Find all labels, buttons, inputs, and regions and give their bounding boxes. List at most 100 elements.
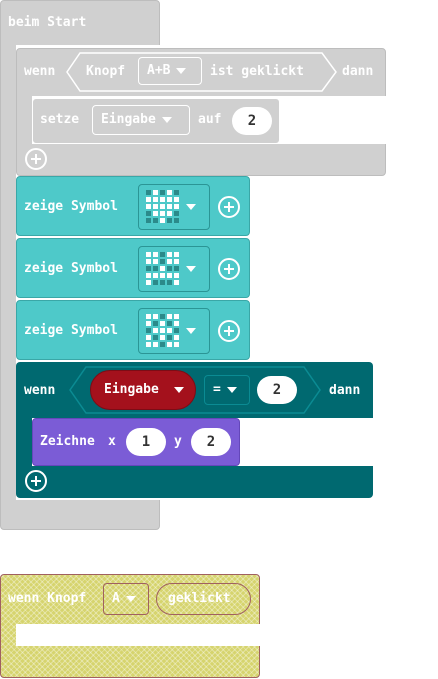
set-label: setze	[40, 112, 80, 127]
plot-x-label: x	[108, 434, 116, 449]
led-pixel	[174, 342, 179, 347]
led-pixel	[153, 328, 158, 333]
if-prefix: wenn	[24, 383, 56, 398]
event-suffix: ist geklickt	[210, 64, 304, 79]
set-variable-dropdown[interactable]: Eingabe	[92, 105, 190, 135]
event-prefix: wenn	[24, 64, 56, 79]
led-pixel	[160, 190, 165, 195]
operator-value: =	[213, 382, 221, 397]
led-pixel	[153, 273, 158, 278]
led-pixel	[153, 342, 158, 347]
compare-value-input[interactable]: 2	[257, 376, 297, 404]
led-pixel	[160, 259, 165, 264]
add-icon[interactable]	[25, 470, 47, 492]
icon-dropdown-2[interactable]	[138, 246, 210, 292]
led-pixel	[146, 335, 151, 340]
led-pixel	[174, 204, 179, 209]
led-pixel	[167, 204, 172, 209]
led-pixel	[153, 190, 158, 195]
led-pixel	[167, 314, 172, 319]
chevron-down-icon	[176, 67, 187, 74]
plot-x-input[interactable]: 1	[126, 428, 166, 456]
led-pixel	[174, 218, 179, 223]
chevron-down-icon	[161, 116, 172, 123]
disabled-button-value: A	[112, 591, 120, 606]
led-pixel	[174, 197, 179, 202]
plot-label: Zeichne	[40, 434, 95, 449]
led-pixel	[174, 328, 179, 333]
led-pixel	[160, 314, 165, 319]
icon-dropdown-3[interactable]	[138, 308, 210, 354]
led-icon-2	[146, 252, 179, 285]
led-pixel	[174, 273, 179, 278]
chevron-down-icon	[186, 266, 196, 272]
led-icon-1	[146, 190, 179, 223]
chevron-down-icon	[125, 595, 136, 602]
led-pixel	[153, 218, 158, 223]
operator-dropdown[interactable]: =	[204, 375, 250, 405]
chevron-down-icon	[174, 387, 184, 393]
set-value-input[interactable]: 2	[232, 107, 272, 135]
add-icon[interactable]	[25, 148, 47, 170]
led-pixel	[167, 342, 172, 347]
show-icon-block-1[interactable]	[16, 176, 250, 236]
led-pixel	[146, 273, 151, 278]
led-pixel	[174, 321, 179, 326]
event-then: dann	[342, 64, 374, 79]
set-variable-value: Eingabe	[101, 112, 156, 127]
led-pixel	[174, 280, 179, 285]
led-pixel	[160, 273, 165, 278]
led-pixel	[146, 280, 151, 285]
button-dropdown-value: A+B	[147, 63, 171, 78]
led-pixel	[153, 204, 158, 209]
show-icon-block-3[interactable]	[16, 300, 250, 360]
led-pixel	[167, 328, 172, 333]
led-pixel	[160, 321, 165, 326]
led-pixel	[167, 266, 172, 271]
led-pixel	[160, 342, 165, 347]
led-pixel	[160, 266, 165, 271]
led-pixel	[160, 252, 165, 257]
add-icon[interactable]	[218, 320, 240, 342]
led-pixel	[174, 314, 179, 319]
icon-dropdown-1[interactable]	[138, 184, 210, 230]
led-pixel	[146, 190, 151, 195]
led-pixel	[167, 280, 172, 285]
led-pixel	[160, 328, 165, 333]
led-pixel	[167, 273, 172, 278]
plot-y-label: y	[174, 434, 182, 449]
show-icon-block-2[interactable]	[16, 238, 250, 298]
variable-name: Eingabe	[104, 382, 159, 397]
led-pixel	[174, 266, 179, 271]
chevron-down-icon	[186, 328, 196, 334]
led-pixel	[153, 211, 158, 216]
disabled-event-prefix: wenn Knopf	[8, 591, 87, 606]
led-pixel	[153, 252, 158, 257]
add-icon[interactable]	[218, 196, 240, 218]
led-pixel	[167, 190, 172, 195]
led-pixel	[146, 342, 151, 347]
led-pixel	[153, 314, 158, 319]
show-icon-label: zeige Symbol	[24, 323, 118, 338]
add-icon[interactable]	[218, 258, 240, 280]
chevron-down-icon	[226, 386, 237, 393]
led-pixel	[167, 197, 172, 202]
led-pixel	[153, 266, 158, 271]
led-pixel	[160, 280, 165, 285]
led-pixel	[167, 218, 172, 223]
led-pixel	[167, 321, 172, 326]
disabled-button-dropdown[interactable]: A	[103, 583, 149, 615]
knopf-label: Knopf	[86, 64, 126, 79]
plot-y-input[interactable]: 2	[191, 428, 231, 456]
led-pixel	[174, 335, 179, 340]
led-pixel	[160, 197, 165, 202]
led-pixel	[174, 211, 179, 216]
chevron-down-icon	[186, 204, 196, 210]
led-pixel	[153, 197, 158, 202]
led-pixel	[146, 197, 151, 202]
if-then: dann	[329, 383, 361, 398]
led-pixel	[160, 218, 165, 223]
button-dropdown[interactable]: A+B	[138, 57, 202, 85]
led-pixel	[174, 252, 179, 257]
led-pixel	[167, 259, 172, 264]
